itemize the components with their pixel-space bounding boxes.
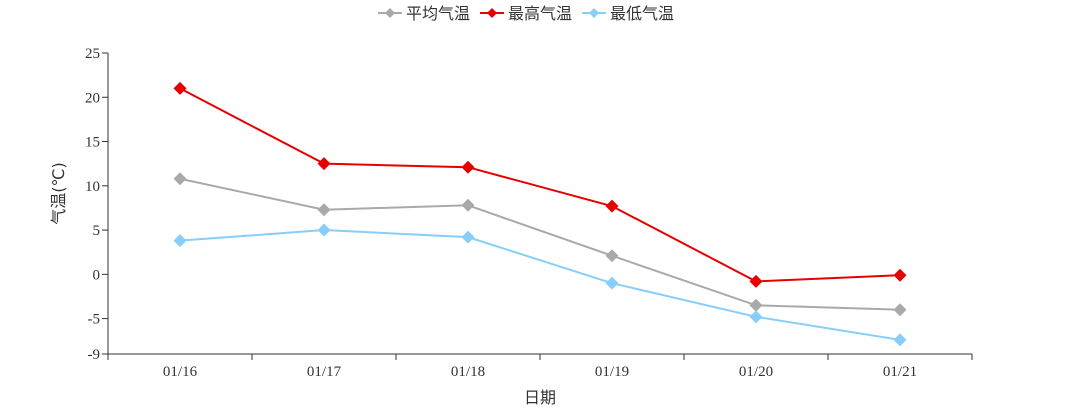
legend-label: 平均气温 [406, 4, 470, 23]
data-point[interactable] [317, 157, 331, 171]
legend-marker [487, 8, 498, 18]
y-axis-title: 气温(℃) [49, 162, 68, 224]
y-axis-ticks: -9 -5 0 5 10 15 20 25 [85, 46, 108, 363]
data-point[interactable] [605, 276, 619, 290]
data-point[interactable] [173, 234, 187, 248]
data-point[interactable] [605, 249, 619, 263]
x-tick-label: 01/21 [883, 364, 917, 380]
data-point[interactable] [461, 230, 475, 244]
x-tick-label: 01/18 [451, 364, 485, 380]
data-point[interactable] [317, 203, 331, 217]
x-tick-label: 01/20 [739, 364, 773, 380]
data-point[interactable] [461, 198, 475, 212]
data-point[interactable] [749, 310, 763, 324]
x-tick-label: 01/19 [595, 364, 629, 380]
legend-item[interactable]: 平均气温 [378, 4, 470, 23]
data-point[interactable] [461, 160, 475, 174]
legend: 平均气温 最高气温 最低气温 [378, 4, 674, 23]
data-point[interactable] [893, 333, 907, 347]
data-point[interactable] [605, 199, 619, 213]
series-1 [173, 172, 907, 317]
y-tick-label: 5 [93, 223, 101, 239]
y-tick-label: 0 [93, 267, 101, 283]
y-tick-label: -5 [88, 312, 101, 328]
y-tick-label: -9 [88, 347, 101, 363]
legend-item[interactable]: 最低气温 [582, 4, 674, 23]
legend-item[interactable]: 最高气温 [480, 4, 572, 23]
x-tick-label: 01/17 [307, 364, 342, 380]
data-point[interactable] [749, 298, 763, 312]
x-axis-ticks: 01/16 01/17 01/18 01/19 01/20 01/21 [107, 354, 973, 380]
data-point[interactable] [893, 268, 907, 282]
data-point[interactable] [173, 81, 187, 95]
data-point[interactable] [173, 172, 187, 186]
data-point[interactable] [317, 223, 331, 237]
legend-label: 最高气温 [508, 4, 572, 23]
series-3 [173, 223, 907, 347]
series-2 [173, 81, 907, 288]
axes: -9 -5 0 5 10 15 20 25 01/16 01/17 01/18 01/19 01/20… [49, 46, 973, 407]
legend-marker [589, 8, 600, 18]
y-tick-label: 15 [85, 135, 100, 151]
y-tick-label: 10 [85, 179, 100, 195]
series-line [179, 177, 901, 311]
x-tick-label: 01/16 [163, 364, 198, 380]
legend-marker [385, 8, 395, 18]
series-line [179, 87, 901, 283]
data-point[interactable] [893, 303, 907, 317]
y-tick-label: 20 [85, 90, 100, 106]
series-layer [173, 81, 907, 347]
series-line [179, 229, 901, 341]
y-tick-label: 25 [85, 46, 100, 62]
legend-label: 最低气温 [610, 4, 674, 23]
data-point[interactable] [749, 274, 763, 288]
x-axis-title: 日期 [524, 388, 556, 407]
